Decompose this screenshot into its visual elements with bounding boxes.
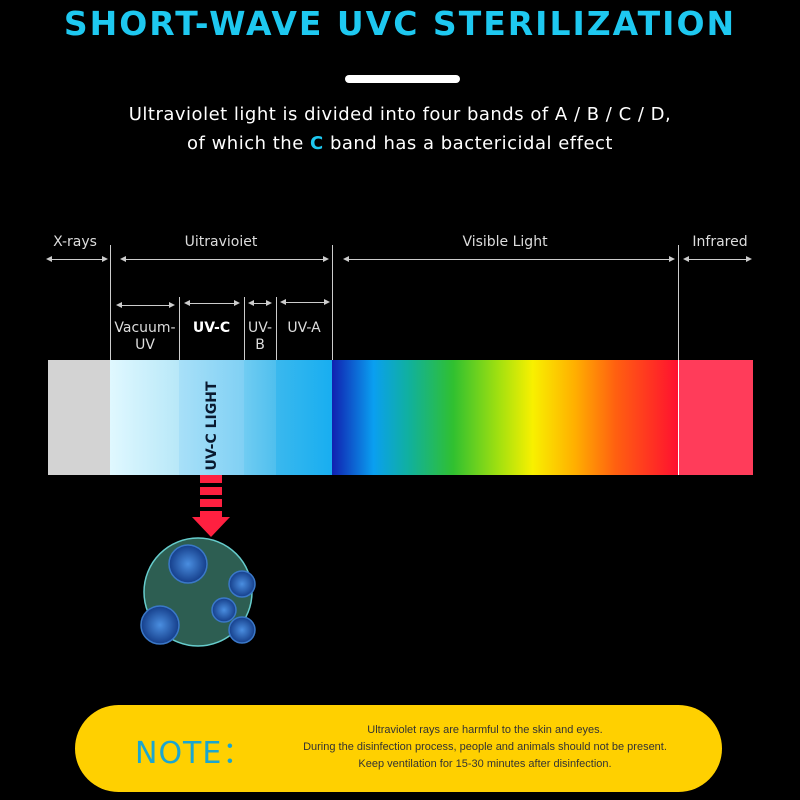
divider [110,245,111,360]
label-uva: UV-A [287,320,321,336]
label-uvc: UV-C [192,320,231,336]
down-arrow-icon [192,475,230,537]
note-text: Ultraviolet rays are harmful to the skin… [255,722,715,773]
note-line: During the disinfection process, people … [303,741,667,753]
label-xrays: X-rays [53,234,97,250]
label-uvb: UV- B [244,320,276,354]
note-label: NOTE： [135,736,254,771]
range-arrow [120,256,329,262]
bacteria-icon [140,537,256,647]
divider [244,297,245,360]
subtitle-text: of which the [187,133,310,154]
band-uva [276,360,333,475]
range-arrow [280,299,330,305]
band-visible-light [332,360,679,475]
range-arrow [248,300,272,306]
subtitle-text: band has a bactericidal effect [323,133,613,154]
range-arrow [343,256,675,262]
range-arrow [46,256,108,262]
subtitle-line-2: of which the C band has a bactericidal e… [0,133,800,154]
label-vacuum-uv: Vacuum- UV [110,320,180,354]
band-uvb [244,360,277,475]
label-ultraviolet: Uitravioiet [184,234,258,250]
divider [276,297,277,360]
band-xrays [48,360,111,475]
label-text: Vacuum- [114,320,176,336]
highlight-c: C [310,133,324,154]
label-infrared: Infrared [692,234,748,250]
band-vacuum-uv [110,360,180,475]
note-line: Keep ventilation for 15-30 minutes after… [358,758,612,770]
label-visible-light: Visible Light [462,234,548,250]
divider [678,245,679,360]
note-line: Ultraviolet rays are harmful to the skin… [367,724,603,736]
page-title: SHORT-WAVE UVC STERILIZATION [63,4,737,43]
band-infrared [679,360,753,475]
divider [332,245,333,360]
title-divider [345,75,460,83]
label-text: B [255,337,265,353]
divider [179,297,180,360]
range-arrow [184,300,240,306]
range-arrow [683,256,752,262]
label-text: UV- [247,320,273,336]
note-banner: NOTE： Ultraviolet rays are harmful to th… [75,705,722,792]
range-arrow [116,302,175,308]
subtitle-line-1: Ultraviolet light is divided into four b… [128,104,672,125]
label-text: UV [135,337,155,353]
